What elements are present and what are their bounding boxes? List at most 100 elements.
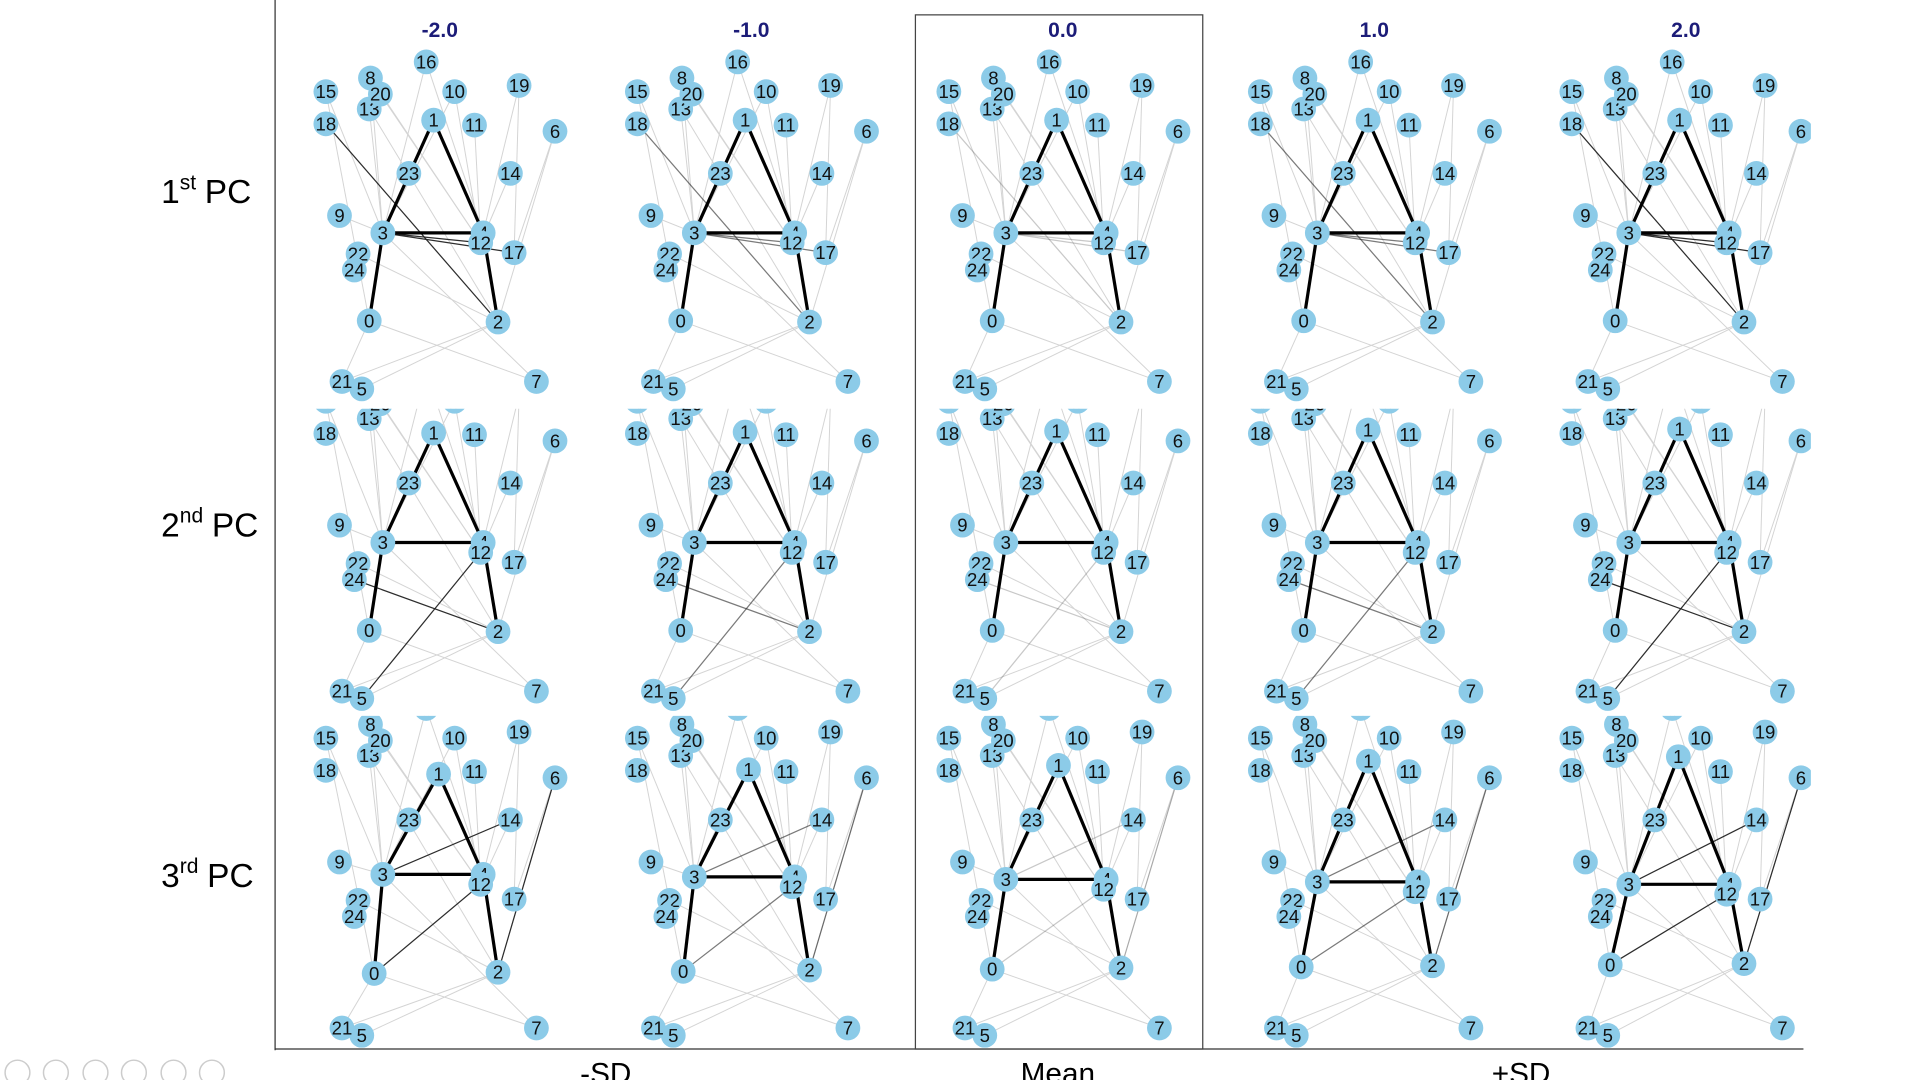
node-label: 7	[1466, 1017, 1476, 1038]
node	[818, 73, 843, 98]
node	[1747, 240, 1773, 266]
node-label: 15	[939, 81, 960, 102]
row-number: 2	[161, 507, 180, 544]
edge	[1005, 715, 1048, 880]
edge	[1316, 408, 1352, 543]
node-label: 14	[1435, 163, 1456, 184]
node	[485, 959, 511, 985]
edge	[325, 737, 384, 875]
node	[1085, 112, 1110, 138]
node	[1743, 807, 1769, 833]
edge	[482, 731, 520, 875]
node-label: 24	[656, 906, 677, 927]
edge	[1417, 85, 1455, 233]
node-label: 14	[1123, 473, 1144, 494]
node	[993, 220, 1019, 246]
node	[1714, 540, 1740, 565]
panels: 0123456789101112131415161718192021222324…	[313, 49, 1811, 1048]
strong-edge	[990, 232, 1008, 322]
node-label: 17	[1127, 552, 1148, 573]
slideshow-controls	[4, 1059, 226, 1080]
pen-button[interactable]	[82, 1059, 109, 1080]
edge	[1276, 321, 1433, 382]
node-label: 9	[957, 852, 967, 873]
node-label: 17	[504, 889, 525, 910]
zoom-button[interactable]	[160, 1059, 187, 1080]
node-label: 16	[1662, 698, 1683, 719]
node-label: 16	[1350, 51, 1371, 72]
edge	[1759, 131, 1802, 253]
edge	[1303, 108, 1318, 233]
edge	[1628, 232, 1727, 244]
edge	[382, 408, 418, 543]
edge	[354, 579, 499, 633]
node-label: 0	[987, 959, 997, 980]
node	[1458, 1015, 1484, 1041]
node-label: 18	[1562, 113, 1583, 134]
more-button[interactable]	[198, 1059, 226, 1080]
node-label: 2	[1427, 621, 1437, 642]
node	[1788, 765, 1811, 791]
column-header: 0.0	[1048, 19, 1077, 42]
node	[818, 719, 843, 745]
edge	[693, 715, 737, 878]
edge	[1316, 542, 1472, 692]
node-label: 19	[1132, 75, 1153, 96]
node	[1147, 369, 1172, 394]
node-label: 5	[1291, 378, 1301, 399]
node-label: 16	[727, 361, 748, 382]
node-label: 2	[1116, 621, 1126, 642]
node	[1356, 748, 1381, 774]
edge	[809, 440, 867, 632]
slides-button[interactable]	[120, 1059, 148, 1080]
network-panel: 0123456789101112131415161718192021222324	[1247, 49, 1502, 402]
node-label: 9	[1269, 205, 1279, 226]
row-label: 1st PC	[161, 171, 251, 211]
node	[1587, 904, 1613, 929]
node	[993, 530, 1019, 555]
edge	[991, 108, 1122, 323]
node	[1250, 408, 1271, 414]
edge	[980, 899, 1122, 969]
node	[498, 470, 523, 496]
node	[950, 512, 975, 538]
node-label: 9	[334, 515, 344, 536]
edge	[683, 970, 849, 1029]
edge	[1615, 629, 1783, 692]
node	[349, 376, 375, 402]
edge	[1607, 631, 1745, 699]
node	[1379, 408, 1400, 414]
node	[972, 1023, 998, 1048]
node-label: 7	[843, 1017, 853, 1038]
prev-button[interactable]	[4, 1059, 31, 1080]
node	[1688, 79, 1714, 105]
node	[315, 408, 336, 414]
node-label: 0	[987, 620, 997, 641]
node-label: 8	[988, 714, 998, 735]
node	[756, 408, 777, 414]
node-label: 3	[1001, 222, 1011, 243]
node	[979, 308, 1005, 334]
node-label: 2	[804, 312, 814, 333]
node	[468, 540, 494, 565]
node	[624, 111, 650, 137]
node	[1788, 428, 1811, 454]
edge	[513, 131, 556, 253]
edge	[1743, 440, 1802, 632]
node	[1436, 549, 1461, 575]
edge	[373, 883, 482, 974]
node-label: 3	[378, 222, 388, 243]
node-label: 18	[1562, 423, 1583, 444]
node	[1743, 470, 1769, 496]
edge	[669, 899, 810, 971]
edge	[992, 629, 1160, 692]
node	[1420, 953, 1445, 979]
node	[1091, 540, 1117, 565]
next-button[interactable]	[42, 1059, 69, 1080]
node-label: 0	[1296, 956, 1306, 977]
node	[1595, 686, 1621, 711]
node	[1124, 886, 1150, 912]
node	[542, 428, 568, 454]
network-panel: 0123456789101112131415161718192021222324	[936, 408, 1191, 711]
node-label: 15	[1562, 728, 1583, 749]
